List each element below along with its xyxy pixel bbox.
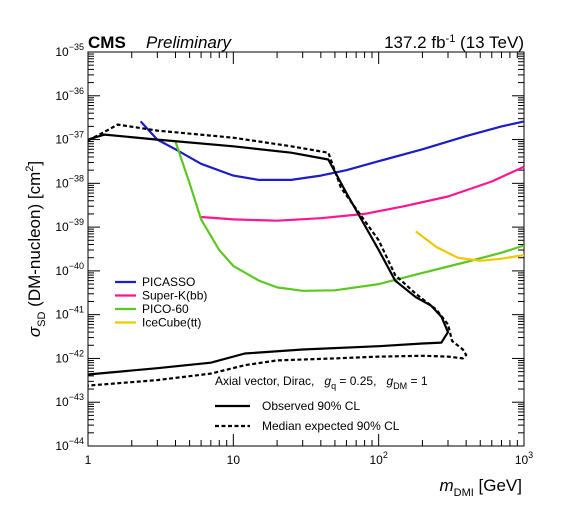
x-tick-label: 10 [227,453,241,467]
series-layer [87,120,525,387]
x-axis-label: mDMI [GeV] [439,476,522,499]
x-tick-label: 1 [85,453,92,467]
legend-label: Observed 90% CL [262,399,360,413]
y-tick-label: 10−41 [55,305,84,322]
series-line-observed-90-cl [87,133,450,376]
series-line-pico-60 [174,141,525,292]
x-tick-label: 102 [369,450,387,467]
y-tick-label: 10−42 [55,348,84,365]
header-experiment: CMS [88,33,126,52]
y-tick-label: 10−43 [55,392,84,409]
header-status: Preliminary [146,33,233,52]
legend-cms-limits: Observed 90% CL Median expected 90% CL [215,399,400,433]
axis-ticks: 1 10 102 103 10−44 10−43 10−42 10−41 10−40 10−39 1… [55,42,533,467]
y-tick-label: 10−40 [55,261,84,278]
y-tick-label: 10−37 [55,130,84,147]
series-line-super-k-bb- [201,165,525,222]
header-lumi: 137.2 fb-1 (13 TeV) [384,33,524,52]
y-tick-label: 10−35 [55,42,84,59]
legend-label: PICASSO [142,275,195,289]
model-description: Axial vector, Dirac, gq = 0.25, gDM = 1 [215,374,428,391]
legend-label: IceCube(tt) [142,316,201,330]
x-tick-label: 103 [515,450,533,467]
legend-label: Median expected 90% CL [262,419,400,433]
y-tick-label: 10−38 [55,173,84,190]
series-line-picasso [139,120,525,181]
legend-label: Super-K(bb) [142,289,207,303]
y-tick-label: 10−36 [55,86,84,103]
legend-label: PICO-60 [142,302,189,316]
y-tick-label: 10−44 [55,436,84,453]
series-line-median-expected-90-cl [87,123,468,387]
series-line-icecube-tt- [415,230,525,262]
plot-frame [87,51,525,447]
y-tick-label: 10−39 [55,217,84,234]
y-axis-label: σSD (DM-nucleon) [cm2] [24,161,48,337]
